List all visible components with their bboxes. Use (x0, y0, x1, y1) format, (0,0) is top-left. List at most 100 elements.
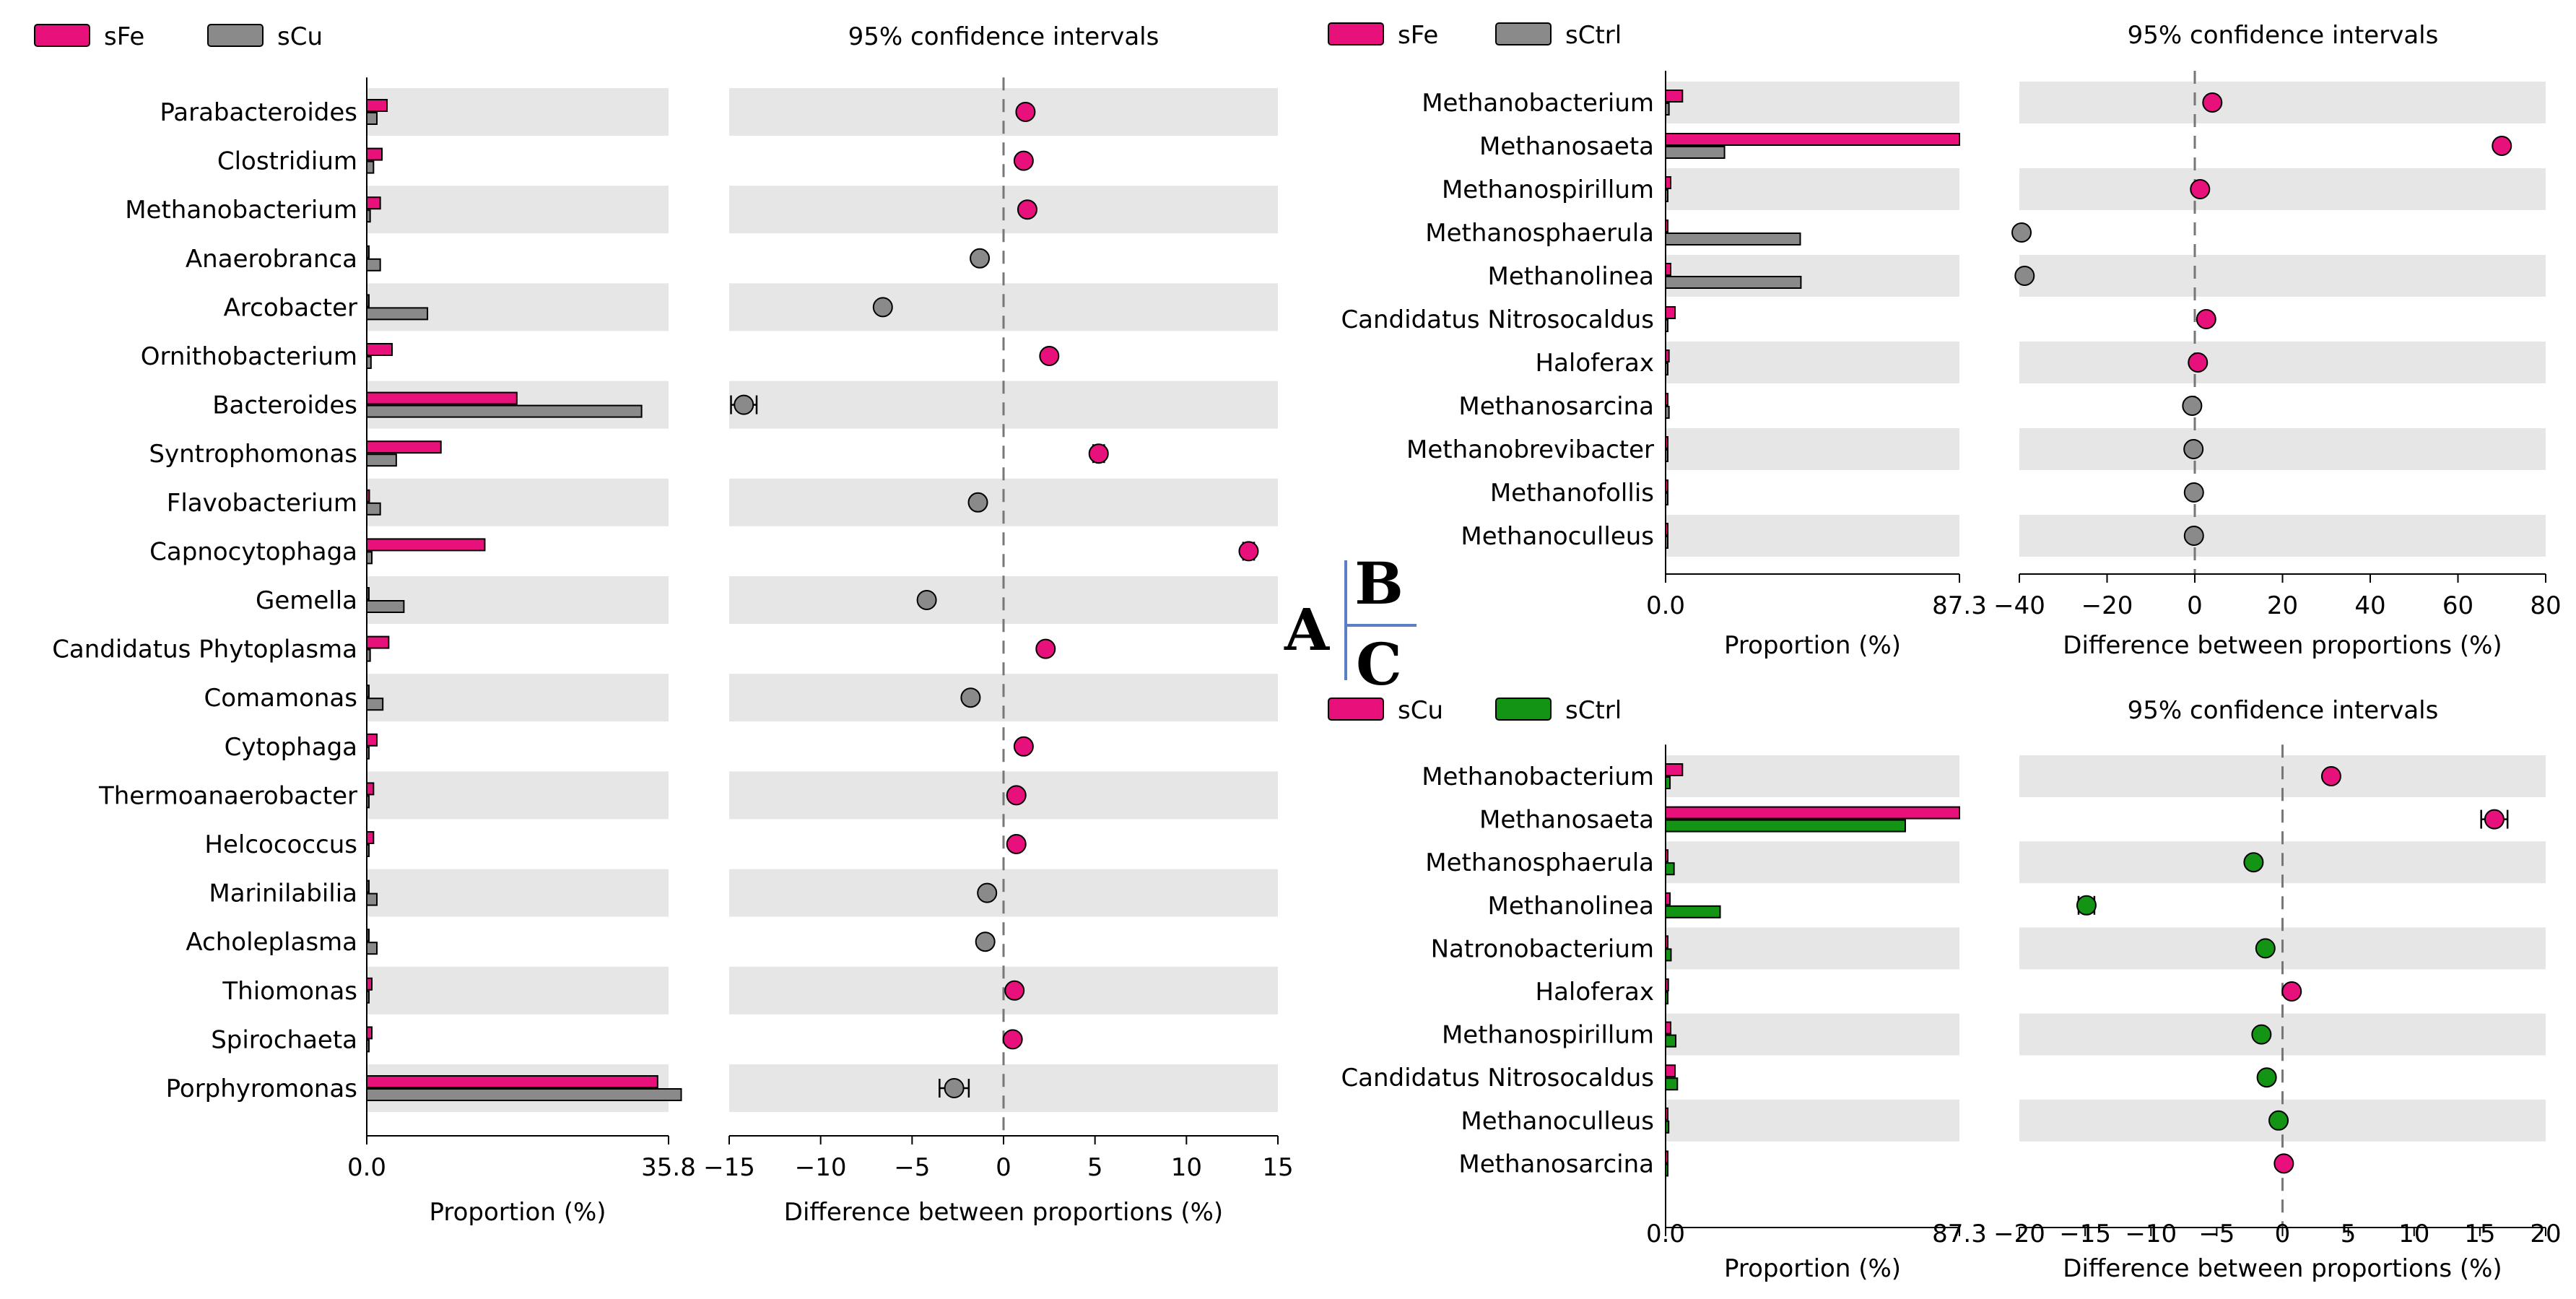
panel-b-diff-tick-label: 20 (2267, 591, 2298, 620)
panel-c-diff-tick-label: 20 (2530, 1220, 2561, 1248)
panel-c-band-bar-2 (1666, 841, 1959, 884)
panel-b-category-label: Methanosarcina (1458, 392, 1654, 421)
panel-b-bar-sFe (1665, 306, 1676, 319)
panel-b-bar-sFe (1665, 263, 1671, 276)
panel-c-category-label: Candidatus Nitrosocaldus (1341, 1064, 1654, 1092)
panel-b-legend-label-sCtrl: sCtrl (1565, 21, 1622, 50)
panel-b-category-label: Haloferax (1536, 349, 1654, 378)
panel-b-bar-tick-label: 87.3 (1932, 591, 1987, 620)
panel-b-diff-tick-label: 80 (2530, 591, 2561, 620)
panel-a-bar-sCu (366, 404, 643, 418)
panel-a-bar-sCu (366, 1088, 682, 1101)
panel-c-category-label: Methanoculleus (1461, 1107, 1654, 1136)
panel-c-bar-tick-label: 87.3 (1932, 1220, 1987, 1248)
panel-c-category-label: Methanosphaerula (1425, 848, 1654, 877)
panel-b-band-diff-4 (2019, 255, 2546, 297)
panel-a-chart: sFe sCu 95% confidence intervals Parabacter… (34, 22, 1294, 1227)
panel-a-diff-point (975, 931, 996, 952)
panel-c-diff-tick-label: −20 (1993, 1220, 2045, 1248)
panel-b-diff-point (2202, 92, 2223, 113)
panel-a-bar-tick-label: 35.8 (641, 1153, 696, 1182)
panel-b-chart: sFe sCtrl 95% confidence intervals Methanob… (1328, 21, 2562, 660)
panel-a-bar-sFe (366, 1026, 373, 1040)
panel-a-diff-point (1013, 736, 1034, 757)
panel-a-category-label: Gemella (256, 586, 357, 615)
panel-b-diff-point (2183, 482, 2204, 503)
panel-a-category-label: Thiomonas (222, 977, 357, 1006)
panel-c-diff-axis: −20 −15 −10 −5 0 5 10 15 20 Difference between pr… (1993, 1220, 2562, 1283)
panel-b-ci-title: 95% confidence intervals (2128, 21, 2439, 50)
panel-a-category-label: Parabacteroides (160, 98, 357, 127)
panel-b-bar-xlabel: Proportion (%) (1724, 631, 1901, 660)
panel-b-band-bar-0 (1666, 82, 1959, 123)
panel-b-category-label: Methanobrevibacter (1406, 435, 1654, 464)
panel-a-band-bar-2 (367, 186, 669, 234)
panel-letter-c: C (1356, 630, 1402, 698)
panel-a-category-label: Comamonas (204, 684, 357, 713)
panel-b-bar-sFe (1665, 176, 1671, 189)
panel-c-category-label: Haloferax (1536, 978, 1654, 1007)
panel-a-bar-xlabel: Proportion (%) (429, 1198, 606, 1227)
panel-b-diff-point (2188, 352, 2209, 373)
panel-a-bar-sCu (366, 502, 381, 516)
panel-a-category-label: Thermoanaerobacter (98, 781, 357, 810)
panel-a-bar-sFe (366, 196, 381, 210)
panel-a-bar-axis: 0.0 35.8 Proportion (%) (347, 77, 696, 1227)
panel-c-diff-point (2281, 981, 2302, 1002)
panel-b-bar-sCtrl (1665, 233, 1801, 246)
panel-c-bar-sCu (1665, 763, 1684, 776)
panel-a-diff-point (1017, 199, 1037, 220)
panel-a-category-label: Methanobacterium (125, 196, 357, 225)
panel-b-category-label: Methanoculleus (1461, 522, 1654, 551)
panel-a-diff-point (916, 590, 937, 610)
panel-a-bar-sCu (366, 600, 405, 613)
panel-a-diff-axis: −15 −10 −5 0 5 10 15 Difference between proport… (703, 1135, 1294, 1227)
panel-a-category-label: Flavobacterium (167, 489, 357, 518)
panel-a-category-label: Ornithobacterium (141, 342, 357, 371)
panel-a-diff-xlabel: Difference between proportions (%) (784, 1198, 1223, 1227)
panel-a-category-label: Acholeplasma (186, 928, 357, 957)
panel-b-band-bar-2 (1666, 168, 1959, 210)
panel-b-bar-sFe (1665, 90, 1684, 103)
panel-b-bar-tick-label: 0.0 (1646, 591, 1685, 620)
panel-c-bar-sCu (1665, 1021, 1671, 1035)
panel-c-legend-swatch-sCtrl (1495, 698, 1552, 721)
panel-b-category-label: Methanobacterium (1422, 89, 1654, 118)
panel-a-diff-point (1039, 346, 1060, 366)
panel-a-category-label: Candidatus Phytoplasma (52, 635, 357, 664)
panel-a-ci-title: 95% confidence intervals (848, 22, 1159, 51)
panel-a-bar-sCu (366, 453, 397, 467)
panel-a-bar-sFe (366, 440, 442, 454)
panel-a-diff-point (1002, 1029, 1023, 1050)
panel-a-diff-tick-label: 0 (996, 1153, 1011, 1182)
panel-b-diff-tick-label: −40 (1993, 591, 2045, 620)
panel-a-bar-sFe (366, 635, 390, 649)
panel-a-legend-label-sCu: sCu (277, 22, 323, 51)
panel-b-diff-tick-label: −20 (2081, 591, 2133, 620)
panel-c-diff-tick-label: −5 (2198, 1220, 2235, 1248)
panel-b-diff-axis: −40 −20 0 20 40 60 80 Difference between propor… (1993, 573, 2562, 660)
panel-a-category-label: Spirochaeta (211, 1025, 357, 1054)
panel-b-diff-point (2011, 222, 2032, 243)
panel-c-bar-sCtrl (1665, 819, 1906, 833)
panel-a-bar-sCu (366, 698, 384, 711)
panel-letters: A B C (1284, 549, 1417, 698)
panel-c-diff-tick-label: 0 (2275, 1220, 2291, 1248)
panel-c-category-label: Methanospirillum (1442, 1021, 1654, 1050)
panel-b-diff-point (2014, 266, 2035, 286)
panel-b-legend-label-sFe: sFe (1398, 21, 1438, 50)
panel-a-bar-sFe (366, 1075, 658, 1088)
panel-a-diff-point (977, 882, 998, 903)
panel-b-category-label: Methanofollis (1490, 479, 1654, 508)
panel-c-category-label: Methanosarcina (1458, 1150, 1654, 1178)
panel-c-diff-point (2484, 809, 2505, 830)
panel-c-band-bar-4 (1666, 927, 1959, 970)
panel-a-bar-sCu (366, 892, 378, 906)
panel-c-band-bar-0 (1666, 755, 1959, 797)
panel-c-diff-point (2273, 1153, 2294, 1174)
panel-c-bar-sCtrl (1665, 862, 1675, 876)
panel-c-rows: Methanobacterium Methanosaeta Methanosphae… (1341, 763, 2509, 1178)
panel-a-bar-sFe (366, 391, 518, 405)
panel-b-category-label: Candidatus Nitrosocaldus (1341, 305, 1654, 334)
panel-a-diff-point (1006, 785, 1027, 806)
